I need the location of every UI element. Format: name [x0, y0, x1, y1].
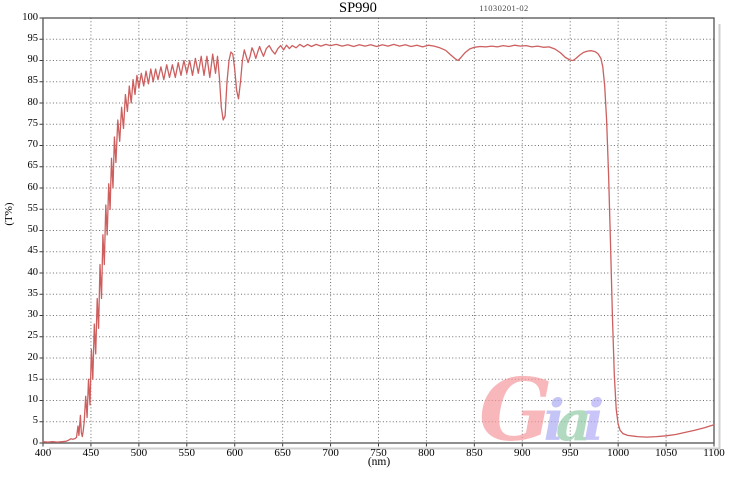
serial-number: 11030201-02: [479, 3, 529, 13]
y-tick-label: 10: [27, 394, 39, 405]
chart-title: SP990: [339, 0, 377, 16]
x-tick-label: 450: [82, 447, 100, 459]
x-tick-label: 1000: [607, 447, 630, 459]
x-tick-label: 950: [561, 447, 579, 459]
x-tick-label: 400: [34, 447, 52, 459]
x-tick-label: 550: [178, 447, 196, 459]
x-tick-label: 900: [514, 447, 531, 459]
y-tick-label: 95: [27, 32, 39, 44]
y-tick-label: 30: [27, 309, 39, 320]
y-tick-label: 50: [27, 224, 39, 235]
y-tick-label: 100: [22, 11, 38, 23]
plot-background: [43, 18, 714, 443]
x-tick-label: 1100: [703, 447, 725, 459]
x-tick-label: 850: [466, 447, 483, 459]
x-tick-label: 700: [322, 447, 339, 459]
y-tick-label: 40: [27, 266, 39, 278]
x-axis-label: (nm): [367, 456, 391, 468]
x-tick-label: 650: [274, 447, 291, 459]
y-tick-label: 55: [27, 202, 39, 214]
plot-border: [42, 17, 715, 444]
y-tick-label: 85: [27, 75, 39, 87]
y-tick-label: 80: [27, 96, 39, 108]
y-tick-label: 60: [27, 181, 39, 193]
x-tick-label: 600: [226, 447, 243, 459]
y-tick-label: 65: [27, 160, 39, 172]
y-tick-label: 35: [27, 287, 39, 299]
x-tick-label: 500: [130, 447, 148, 459]
x-tick-label: 800: [418, 447, 435, 459]
transmission-curve: [42, 43, 715, 443]
y-tick-label: 70: [27, 139, 39, 150]
y-tick-label: 45: [27, 245, 39, 257]
x-tick-label: 1050: [655, 447, 678, 459]
y-tick-label: 15: [27, 372, 39, 384]
y-tick-label: 90: [27, 54, 39, 65]
x-tick-label: 750: [370, 447, 387, 459]
y-tick-label: 75: [27, 117, 39, 129]
y-tick-label: 5: [32, 415, 38, 427]
y-tick-label: 0: [32, 436, 38, 448]
y-tick-label: 20: [27, 351, 39, 363]
y-tick-label: 25: [27, 330, 39, 342]
